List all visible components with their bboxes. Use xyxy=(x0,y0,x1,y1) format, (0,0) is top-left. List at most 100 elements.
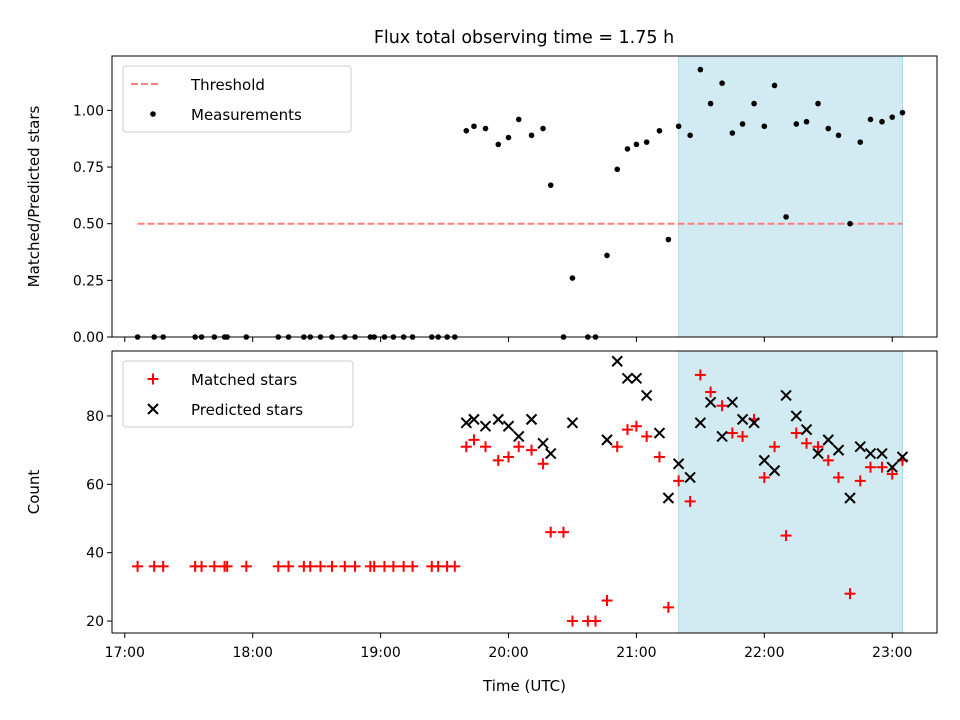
x-stroke xyxy=(768,464,781,477)
x-stroke xyxy=(468,413,480,426)
x-stroke xyxy=(694,417,707,429)
matched-star-point xyxy=(240,560,252,572)
matched-star-point xyxy=(864,461,876,473)
predicted-star-point xyxy=(886,461,898,473)
matched-star-point xyxy=(844,588,856,600)
x-stroke xyxy=(704,396,717,408)
matched-star-point xyxy=(513,441,525,453)
matched-star-point xyxy=(460,441,472,453)
x-stroke xyxy=(566,417,579,429)
x-stroke xyxy=(886,461,898,473)
x-stroke xyxy=(545,447,557,460)
measurement-point xyxy=(515,116,522,123)
legend-label: Measurements xyxy=(191,106,302,124)
predicted-star-point xyxy=(790,410,803,422)
x-stroke xyxy=(864,447,877,460)
matched-star-point xyxy=(601,595,613,607)
measurement-point xyxy=(761,123,768,130)
measurement-point xyxy=(643,139,650,145)
measurement-point xyxy=(815,100,821,107)
predicted-star-point xyxy=(780,389,792,402)
measurement-point xyxy=(505,134,512,141)
predicted-star-point xyxy=(704,396,717,408)
predicted-star-point xyxy=(460,417,473,429)
measurement-point xyxy=(482,125,489,132)
measurement-point xyxy=(495,141,502,148)
measurement-point xyxy=(604,252,610,259)
predicted-star-point xyxy=(758,454,771,467)
legend-predicted-swatch xyxy=(147,403,159,415)
measurement-point xyxy=(569,275,576,281)
measurement-point xyxy=(656,127,663,134)
matched-star-point xyxy=(526,444,538,456)
matched-star-point xyxy=(387,560,399,572)
matched-star-point xyxy=(653,451,665,463)
y-tick-label: 0.25 xyxy=(73,273,104,289)
x-stroke xyxy=(684,471,696,484)
matched-star-point xyxy=(326,560,338,572)
measurement-point xyxy=(665,236,672,243)
x-stroke xyxy=(653,427,666,439)
predicted-star-point xyxy=(864,447,877,460)
matched-star-point xyxy=(468,434,480,446)
y-tick-label: 1.00 xyxy=(73,103,104,119)
measurement-point xyxy=(540,125,546,132)
observing-window-band xyxy=(678,55,903,338)
matched-star-point xyxy=(272,560,284,572)
matched-star-point xyxy=(479,441,491,453)
x-stroke xyxy=(876,447,888,460)
x-stroke xyxy=(672,458,685,470)
predicted-star-point xyxy=(812,447,824,460)
measurement-point xyxy=(675,123,682,130)
matched-star-point xyxy=(662,601,674,613)
predicted-star-point xyxy=(726,396,739,408)
matched-star-point xyxy=(673,475,685,487)
measurement-point xyxy=(847,220,853,227)
predicted-star-point xyxy=(621,372,634,385)
legend-box xyxy=(122,360,354,428)
x-stroke xyxy=(800,423,813,436)
matched-star-point xyxy=(758,471,770,483)
legend-measurement-swatch xyxy=(150,111,156,117)
x-stroke xyxy=(854,441,866,453)
matched-star-point xyxy=(449,560,461,572)
y-tick-label: 0.50 xyxy=(73,217,104,233)
measurement-point xyxy=(803,118,810,125)
measurement-point xyxy=(739,121,746,127)
legend: Threshold Measurements xyxy=(122,65,352,133)
x-stroke xyxy=(758,454,771,467)
predicted-star-point xyxy=(736,413,749,426)
x-tick-label: 22:00 xyxy=(744,645,784,661)
x-stroke xyxy=(822,434,834,446)
predicted-star-point xyxy=(876,447,888,460)
measurement-point xyxy=(707,100,714,107)
x-stroke xyxy=(492,413,504,426)
y-axis-label: Count xyxy=(25,470,43,515)
predicted-star-point xyxy=(896,451,909,463)
measurement-point xyxy=(463,127,470,134)
x-stroke xyxy=(513,430,525,443)
x-tick-label: 20:00 xyxy=(488,645,528,661)
matched-star-point xyxy=(833,471,845,483)
predicted-star-point xyxy=(537,437,549,449)
predicted-star-point xyxy=(822,434,834,446)
matched-star-point xyxy=(589,615,601,627)
measurement-point xyxy=(793,121,800,127)
predicted-star-point xyxy=(653,427,666,439)
measurement-point xyxy=(547,182,554,188)
x-tick-label: 21:00 xyxy=(616,645,656,661)
x-stroke xyxy=(611,355,623,367)
predicted-star-point xyxy=(694,417,707,429)
y-tick-label: 40 xyxy=(86,546,104,562)
measurement-point xyxy=(835,132,842,139)
x-stroke xyxy=(716,430,728,443)
predicted-star-point xyxy=(768,464,781,477)
predicted-star-point xyxy=(611,355,623,367)
y-tick-label: 80 xyxy=(86,409,104,425)
matched-star-point xyxy=(705,386,717,398)
x-stroke xyxy=(640,389,653,402)
matched-star-point xyxy=(641,430,653,442)
x-tick-label: 17:00 xyxy=(105,645,145,661)
matched-star-point xyxy=(196,560,208,572)
matched-star-point xyxy=(407,560,419,572)
